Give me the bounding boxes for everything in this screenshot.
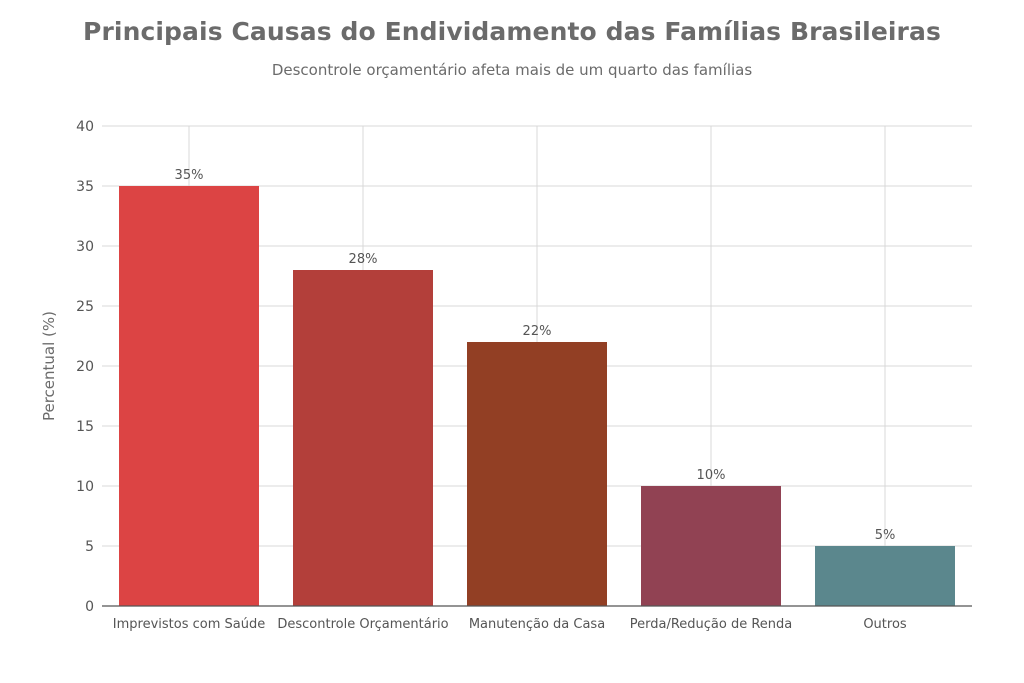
y-tick-label: 35 [76,179,94,195]
label-layer: 35% 28% 22% 10% 5% [175,168,896,543]
x-tick-label: Perda/Redução de Renda [630,617,793,632]
y-axis-title: Percentual (%) [40,311,58,421]
y-tick-label: 15 [76,419,94,435]
y-tick-label: 40 [76,119,94,135]
bar [293,270,433,606]
bar [641,486,781,606]
bar [119,186,259,606]
x-tick-label: Manutenção da Casa [469,617,605,632]
axis-layer: 0 5 10 15 20 25 30 35 40 Imprevistos com Saúde Des… [76,119,972,632]
bar [467,342,607,606]
y-tick-label: 10 [76,479,94,495]
data-label: 28% [349,252,378,267]
x-tick-label: Descontrole Orçamentário [277,617,448,632]
y-tick-label: 30 [76,239,94,255]
bar [815,546,955,606]
data-label: 10% [697,468,726,483]
y-tick-label: 0 [85,599,94,615]
chart-title: Principais Causas do Endividamento das F… [83,17,941,46]
x-tick-label: Outros [863,617,907,632]
data-label: 35% [175,168,204,183]
y-tick-label: 25 [76,299,94,315]
y-tick-label: 20 [76,359,94,375]
data-label: 5% [875,528,896,543]
x-tick-label: Imprevistos com Saúde [113,617,265,632]
data-label: 22% [523,324,552,339]
chart-subtitle: Descontrole orçamentário afeta mais de u… [271,61,753,79]
bar-layer [119,186,955,606]
y-tick-label: 5 [85,539,94,555]
